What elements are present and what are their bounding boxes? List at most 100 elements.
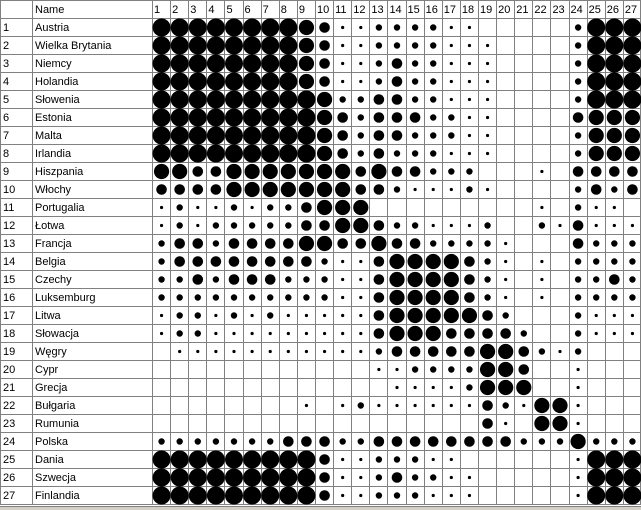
dot-r12-c10 — [319, 220, 330, 231]
dot-r5-c10 — [316, 91, 333, 108]
dot-r9-c5 — [226, 163, 242, 180]
dot-r8-c6 — [243, 144, 262, 163]
dot-r22-c14 — [395, 403, 399, 408]
dot-r1-c12 — [359, 25, 363, 30]
dot-r24-c21 — [520, 438, 527, 445]
dot-r23-c19 — [482, 418, 493, 429]
dot-r3-c26 — [605, 54, 624, 73]
dot-r22-c16 — [431, 403, 435, 408]
dot-r3-c14 — [391, 58, 403, 69]
dot-r19-c9 — [304, 349, 309, 354]
dot-r7-c24 — [574, 132, 582, 139]
dot-r19-c18 — [464, 346, 475, 357]
dot-r8-c17 — [449, 151, 453, 156]
dot-r4-c2 — [170, 72, 189, 91]
dot-r5-c12 — [357, 96, 364, 103]
dot-r14-c3 — [192, 256, 204, 267]
dot-r17-c5 — [230, 312, 238, 319]
dot-r5-c26 — [605, 90, 624, 109]
dot-r26-c4 — [206, 468, 225, 487]
dot-r24-c24 — [570, 433, 586, 450]
dot-r7-c6 — [243, 126, 262, 145]
dot-r7-c27 — [624, 127, 641, 144]
dot-r22-c20 — [502, 402, 509, 409]
dot-r7-c9 — [297, 126, 316, 145]
row-index-7: 7 — [3, 130, 9, 142]
dot-r7-c11 — [337, 130, 348, 141]
dot-r12-c13 — [373, 220, 385, 231]
dot-r11-c25 — [594, 205, 598, 210]
dot-r26-c8 — [279, 468, 298, 487]
row-name-18: Słowacja — [35, 328, 80, 340]
dot-r15-c24 — [574, 276, 582, 283]
dot-r13-c19 — [484, 240, 491, 247]
dot-r8-c16 — [430, 150, 437, 157]
dot-r18-c7 — [268, 331, 272, 336]
horizontal-scrollbar[interactable] — [0, 506, 641, 510]
dot-r25-c24 — [576, 457, 580, 462]
dot-r26-c11 — [341, 475, 345, 480]
dot-r6-c24 — [572, 112, 584, 123]
dot-r5-c13 — [373, 94, 385, 105]
dot-r22-c18 — [467, 403, 472, 408]
row-name-1: Austria — [35, 22, 70, 34]
dot-r16-c1 — [158, 294, 165, 301]
dot-r17-c14 — [389, 307, 405, 324]
column-header-7: 7 — [263, 4, 269, 16]
dot-r15-c17 — [443, 271, 459, 288]
dot-r8-c13 — [373, 148, 385, 159]
dot-r25-c17 — [449, 457, 453, 462]
dot-r20-c14 — [395, 367, 399, 372]
dot-r17-c10 — [322, 313, 327, 318]
dot-r18-c1 — [159, 331, 164, 336]
dot-r7-c16 — [430, 132, 437, 139]
dot-r18-c4 — [214, 331, 218, 336]
dot-r22-c22 — [534, 397, 550, 414]
dot-r8-c1 — [152, 144, 171, 163]
dot-r2-c15 — [411, 42, 419, 49]
dot-r20-c21 — [518, 364, 530, 375]
dot-r10-c6 — [244, 181, 260, 198]
dot-r4-c15 — [411, 78, 419, 85]
dot-r14-c16 — [425, 253, 441, 270]
row-index-10: 10 — [3, 184, 15, 196]
dot-r7-c17 — [448, 132, 455, 139]
dot-r6-c13 — [373, 112, 385, 123]
row-index-27: 27 — [3, 490, 15, 502]
dot-r12-c26 — [612, 223, 616, 228]
dot-r8-c12 — [357, 150, 364, 157]
dot-r2-c2 — [170, 36, 189, 55]
dot-r7-c4 — [206, 126, 225, 145]
dot-r9-c18 — [466, 168, 473, 175]
dot-r16-c4 — [212, 294, 220, 301]
dot-r7-c10 — [316, 127, 333, 144]
dot-r4-c18 — [467, 79, 472, 84]
dot-r13-c11 — [337, 238, 348, 249]
dot-r3-c3 — [188, 54, 207, 73]
dot-r3-c19 — [485, 61, 490, 66]
dot-r2-c14 — [393, 42, 401, 49]
dot-r20-c18 — [466, 366, 473, 373]
column-header-17: 17 — [444, 4, 456, 16]
dot-r26-c16 — [430, 474, 437, 481]
dot-r26-c5 — [225, 468, 243, 487]
dot-r13-c3 — [192, 238, 204, 249]
dot-r17-c8 — [286, 313, 290, 318]
dot-r15-c3 — [192, 274, 204, 285]
row-index-15: 15 — [3, 274, 15, 286]
dot-r15-c4 — [212, 276, 220, 283]
dot-r26-c14 — [391, 472, 403, 483]
dot-r27-c25 — [587, 486, 606, 505]
dot-r18-c9 — [304, 331, 309, 336]
dot-r1-c24 — [574, 24, 582, 31]
dot-r27-c11 — [341, 493, 345, 498]
dot-r18-c14 — [389, 325, 405, 342]
dot-r1-c25 — [587, 18, 606, 37]
dot-r6-c26 — [606, 109, 622, 126]
column-header-23: 23 — [552, 4, 564, 16]
dot-r6-c14 — [391, 112, 403, 123]
dot-r16-c5 — [230, 294, 238, 301]
dot-r5-c9 — [297, 90, 316, 109]
dot-r25-c10 — [319, 454, 330, 465]
